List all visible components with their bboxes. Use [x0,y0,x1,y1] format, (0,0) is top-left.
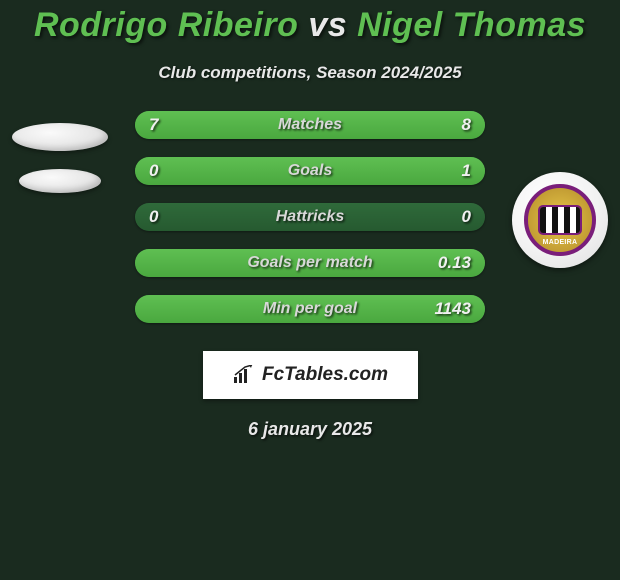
stat-row: 7 Matches 8 [135,111,485,139]
stat-label: Min per goal [135,295,485,323]
stat-value-right: 0.13 [438,249,471,277]
player1-name: Rodrigo Ribeiro [34,6,298,44]
comparison-title: Rodrigo Ribeiro vs Nigel Thomas [0,0,620,45]
player1-badge-area [10,108,110,208]
vs-separator: vs [308,6,347,44]
stat-value-right: 0 [462,203,471,231]
placeholder-ellipse [12,123,108,151]
stat-value-right: 1143 [434,295,471,323]
stats-container: 7 Matches 8 0 Goals 1 0 Hattricks 0 Goal… [135,111,485,323]
stat-value-right: 8 [462,111,471,139]
club-crest-text: MADEIRA [543,239,578,246]
club-crest-stripes [540,207,580,233]
stat-row: 0 Hattricks 0 [135,203,485,231]
stat-label: Goals per match [135,249,485,277]
date-text: 6 january 2025 [0,419,620,440]
club-badge: MADEIRA [512,172,608,268]
chart-icon [232,365,256,385]
stat-row: Goals per match 0.13 [135,249,485,277]
player2-name: Nigel Thomas [357,6,586,44]
stat-row: Min per goal 1143 [135,295,485,323]
subtitle: Club competitions, Season 2024/2025 [0,63,620,83]
player2-badge-area: MADEIRA [510,170,610,270]
watermark-text: FcTables.com [262,364,388,386]
club-crest: MADEIRA [524,184,596,256]
stat-label: Matches [135,111,485,139]
watermark: FcTables.com [203,351,418,399]
stat-label: Hattricks [135,203,485,231]
stat-value-right: 1 [462,157,471,185]
placeholder-ellipse [19,169,101,193]
stat-label: Goals [135,157,485,185]
stat-row: 0 Goals 1 [135,157,485,185]
